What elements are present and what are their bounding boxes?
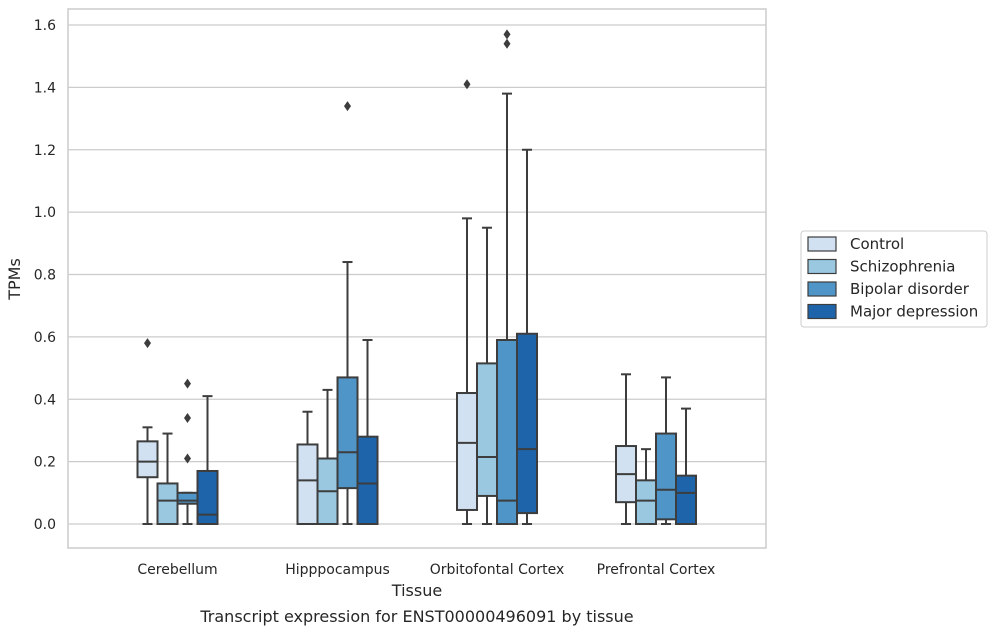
- box-major-depression-3: [675, 407, 697, 525]
- outlier-point: [184, 412, 191, 423]
- outlier-point: [184, 378, 191, 389]
- box-schizophrenia-3: [635, 448, 657, 525]
- y-tick-label: 0.4: [34, 392, 56, 408]
- outlier-point: [503, 38, 511, 49]
- box-bipolar-disorder-3: [655, 376, 677, 525]
- x-axis-title: Tissue: [391, 581, 442, 600]
- y-tick-label: 0.8: [34, 268, 56, 284]
- legend-label: Bipolar disorder: [850, 280, 970, 298]
- iqr-box: [156, 482, 179, 525]
- legend-swatch: [807, 236, 837, 252]
- legend-swatch: [807, 258, 837, 275]
- box-major-depression-2: [516, 148, 538, 525]
- box-schizophrenia-0: [156, 432, 179, 525]
- y-tick-label: 1.0: [34, 205, 56, 221]
- box-control-2: [456, 79, 478, 525]
- box-control-1: [296, 410, 319, 525]
- iqr-box: [496, 338, 518, 525]
- y-tick-labels: 0.0 0.2 0.4 0.6 0.8 1.0 1.2 1.4 1.6: [34, 18, 56, 533]
- box-schizophrenia-2: [476, 226, 498, 525]
- iqr-box: [456, 392, 478, 511]
- iqr-box: [635, 479, 657, 525]
- outlier-point: [144, 338, 151, 349]
- box-bipolar-disorder-2: [496, 29, 518, 525]
- outlier-point: [463, 79, 471, 90]
- x-tick-labels: Cerebellum Hipppocampus Orbitofontal Corte…: [137, 562, 715, 578]
- y-tick-label: 1.2: [34, 143, 56, 159]
- y-tick-label: 0.0: [34, 517, 56, 533]
- box-bipolar-disorder-0: [176, 378, 199, 525]
- legend: Control Schizophrenia Bipolar disorder Majo…: [800, 230, 988, 328]
- y-tick-label: 0.2: [34, 455, 56, 471]
- iqr-box: [655, 432, 677, 521]
- outlier-point: [503, 29, 511, 40]
- iqr-box: [476, 362, 498, 497]
- legend-label: Major depression: [850, 303, 978, 321]
- iqr-box: [336, 376, 359, 490]
- x-tick-label: Prefrontal Cortex: [597, 562, 716, 578]
- chart-caption: Transcript expression for ENST0000049609…: [199, 607, 633, 626]
- y-axis-title: TPMs: [5, 258, 24, 301]
- iqr-box: [296, 443, 319, 525]
- x-tick-label: Hipppocampus: [285, 562, 390, 578]
- x-tick-label: Cerebellum: [137, 562, 217, 578]
- x-tick-label: Orbitofontal Cortex: [430, 562, 565, 578]
- legend-label: Schizophrenia: [850, 258, 955, 276]
- legend-items: Control Schizophrenia Bipolar disorder Majo…: [807, 235, 978, 321]
- legend-swatch: [807, 281, 837, 297]
- plot-frame: [67, 8, 767, 549]
- box-bipolar-disorder-1: [336, 101, 359, 525]
- iqr-box: [136, 440, 159, 479]
- y-tick-label: 1.6: [34, 18, 56, 34]
- outlier-point: [184, 453, 191, 464]
- legend-frame: [800, 230, 988, 328]
- y-tick-label: 1.4: [34, 80, 56, 96]
- box-major-depression-0: [196, 395, 219, 526]
- box-control-0: [136, 338, 159, 525]
- outlier-point: [344, 101, 351, 112]
- grid-lines: [68, 24, 766, 525]
- iqr-box: [516, 332, 538, 515]
- y-tick-label: 0.6: [34, 330, 56, 346]
- box-control-3: [615, 373, 637, 525]
- box-schizophrenia-1: [316, 388, 339, 526]
- iqr-box: [356, 435, 379, 525]
- legend-swatch: [807, 303, 837, 320]
- legend-label: Control: [850, 235, 904, 253]
- iqr-box: [176, 491, 199, 505]
- iqr-box: [196, 469, 219, 526]
- iqr-box: [675, 474, 697, 525]
- boxes: [136, 29, 697, 526]
- box-major-depression-1: [356, 338, 379, 525]
